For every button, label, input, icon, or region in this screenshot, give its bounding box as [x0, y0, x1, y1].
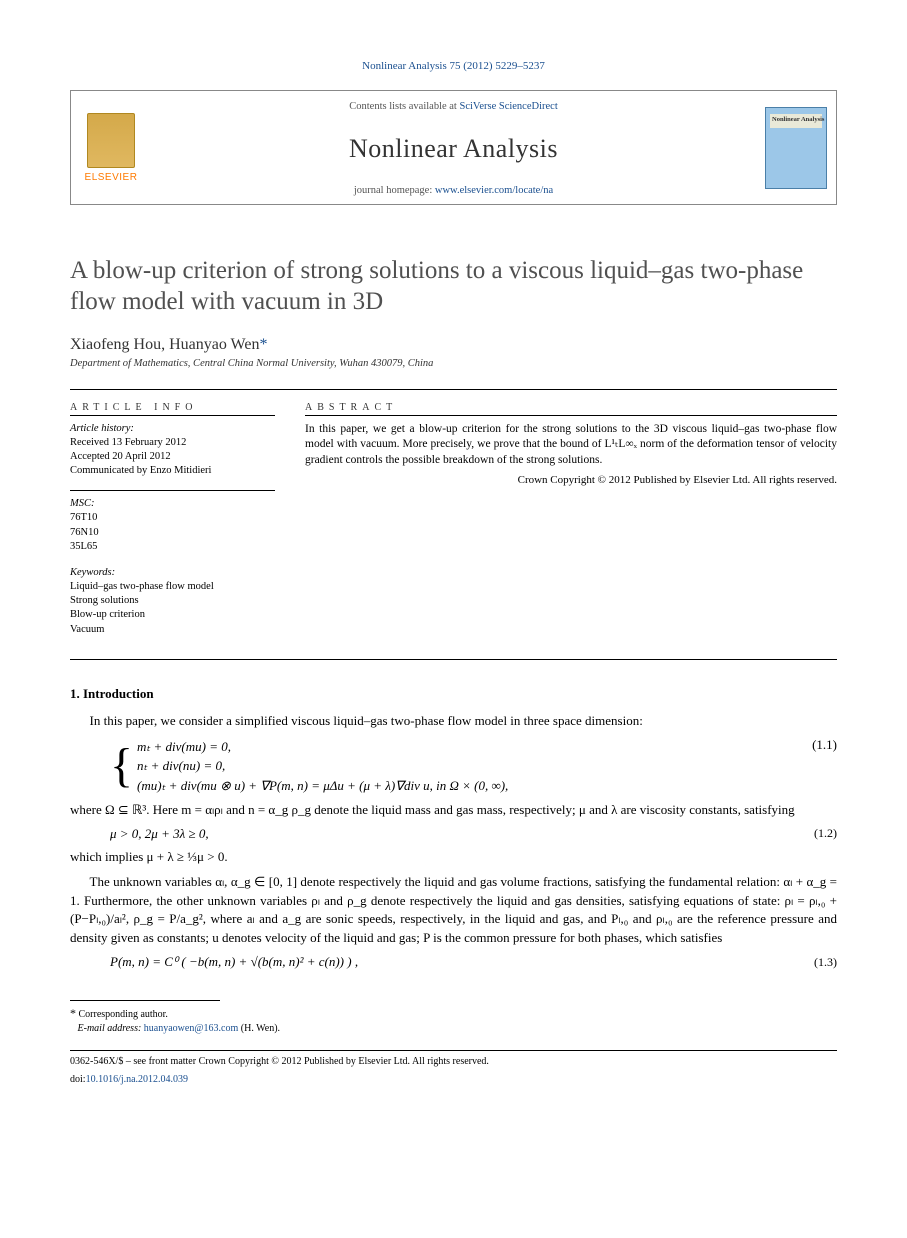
equation-1-2: μ > 0, 2μ + 3λ ≥ 0, (1.2): [110, 826, 837, 842]
email-attribution: (H. Wen).: [241, 1023, 280, 1034]
msc-code: 76N10: [70, 526, 275, 540]
article-info-head: article info: [70, 402, 275, 413]
msc-block: MSC: 76T10 76N10 35L65: [70, 497, 275, 554]
email-link[interactable]: huanyaowen@163.com: [144, 1023, 238, 1034]
article-info-column: article info Article history: Received 1…: [70, 394, 275, 649]
eq-number: (1.2): [787, 826, 837, 841]
journal-center: Contents lists available at SciVerse Sci…: [151, 91, 756, 204]
doi-prefix: doi:: [70, 1074, 86, 1085]
eq-content: P(m, n) = C⁰ ( −b(m, n) + √(b(m, n)² + c…: [110, 954, 787, 970]
elsevier-brand-text: ELSEVIER: [85, 172, 138, 183]
article-title: A blow-up criterion of strong solutions …: [70, 255, 837, 318]
doi-line: doi:10.1016/j.na.2012.04.039: [70, 1073, 837, 1087]
journal-cover-thumb: Nonlinear Analysis: [756, 91, 836, 204]
abstract-head: abstract: [305, 402, 837, 413]
corresponding-mark-icon: *: [259, 336, 267, 353]
intro-paragraph-4: The unknown variables αₗ, α_g ∈ [0, 1] d…: [70, 873, 837, 948]
eq-number: (1.1): [812, 737, 837, 796]
eq-line: mₜ + div(mu) = 0,: [137, 737, 812, 757]
footnote-mark-icon: *: [70, 1006, 76, 1020]
divider: [305, 415, 837, 416]
contents-available-line: Contents lists available at SciVerse Sci…: [349, 101, 557, 112]
equation-system-1-1: { mₜ + div(mu) = 0, nₜ + div(nu) = 0, (m…: [110, 737, 837, 796]
cover-image-icon: Nonlinear Analysis: [765, 107, 827, 189]
divider: [70, 389, 837, 390]
intro-paragraph-3: which implies μ + λ ≥ ⅓μ > 0.: [70, 848, 837, 867]
contents-prefix: Contents lists available at: [349, 101, 459, 112]
received-date: Received 13 February 2012: [70, 436, 275, 450]
info-abstract-row: article info Article history: Received 1…: [70, 394, 837, 649]
elsevier-tree-icon: [87, 113, 135, 168]
doi-link[interactable]: 10.1016/j.na.2012.04.039: [86, 1074, 189, 1085]
corresp-text: Corresponding author.: [79, 1009, 168, 1020]
elsevier-logo: ELSEVIER: [71, 91, 151, 204]
msc-code: 76T10: [70, 511, 275, 525]
abstract-text: In this paper, we get a blow-up criterio…: [305, 422, 837, 469]
keywords-block: Keywords: Liquid–gas two-phase flow mode…: [70, 566, 275, 637]
keywords-label: Keywords:: [70, 566, 275, 580]
abstract-copyright: Crown Copyright © 2012 Published by Else…: [305, 474, 837, 486]
sciencedirect-link[interactable]: SciVerse ScienceDirect: [459, 101, 557, 112]
authors-names: Xiaofeng Hou, Huanyao Wen: [70, 336, 259, 353]
homepage-link[interactable]: www.elsevier.com/locate/na: [435, 185, 553, 196]
article-history-block: Article history: Received 13 February 20…: [70, 422, 275, 479]
authors-line: Xiaofeng Hou, Huanyao Wen*: [70, 336, 837, 354]
system-lines: mₜ + div(mu) = 0, nₜ + div(nu) = 0, (mu)…: [137, 737, 812, 796]
history-label: Article history:: [70, 422, 275, 436]
msc-code: 35L65: [70, 540, 275, 554]
keyword: Liquid–gas two-phase flow model: [70, 580, 275, 594]
eq-number: (1.3): [787, 955, 837, 970]
keyword: Blow-up criterion: [70, 608, 275, 622]
homepage-line: journal homepage: www.elsevier.com/locat…: [354, 185, 553, 196]
abstract-column: abstract In this paper, we get a blow-up…: [305, 394, 837, 649]
eq-content: μ > 0, 2μ + 3λ ≥ 0,: [110, 826, 787, 842]
keyword: Vacuum: [70, 623, 275, 637]
journal-header-box: ELSEVIER Contents lists available at Sci…: [70, 90, 837, 205]
divider: [70, 659, 837, 660]
corresponding-footnote: * Corresponding author. E-mail address: …: [70, 1005, 837, 1036]
running-header: Nonlinear Analysis 75 (2012) 5229–5237: [70, 60, 837, 72]
left-brace-icon: {: [110, 742, 133, 790]
section-1-head: 1. Introduction: [70, 686, 837, 702]
cover-thumb-title: Nonlinear Analysis: [772, 116, 824, 123]
msc-label: MSC:: [70, 497, 275, 511]
footnote-separator: [70, 1000, 220, 1001]
divider: [70, 415, 275, 416]
affiliation: Department of Mathematics, Central China…: [70, 358, 837, 369]
equation-1-3: P(m, n) = C⁰ ( −b(m, n) + √(b(m, n)² + c…: [110, 954, 837, 970]
eq-line: (mu)ₜ + div(mu ⊗ u) + ∇P(m, n) = μΔu + (…: [137, 776, 812, 796]
keyword: Strong solutions: [70, 594, 275, 608]
communicated-by: Communicated by Enzo Mitidieri: [70, 464, 275, 478]
divider: [70, 490, 275, 491]
homepage-prefix: journal homepage:: [354, 185, 435, 196]
journal-name: Nonlinear Analysis: [349, 134, 558, 164]
eq-line: nₜ + div(nu) = 0,: [137, 756, 812, 776]
bottom-divider: [70, 1050, 837, 1051]
intro-paragraph-1: In this paper, we consider a simplified …: [70, 712, 837, 731]
intro-paragraph-2: where Ω ⊆ ℝ³. Here m = αₗρₗ and n = α_g …: [70, 801, 837, 820]
email-label: E-mail address:: [78, 1023, 142, 1034]
issn-copyright-line: 0362-546X/$ – see front matter Crown Cop…: [70, 1055, 837, 1069]
accepted-date: Accepted 20 April 2012: [70, 450, 275, 464]
